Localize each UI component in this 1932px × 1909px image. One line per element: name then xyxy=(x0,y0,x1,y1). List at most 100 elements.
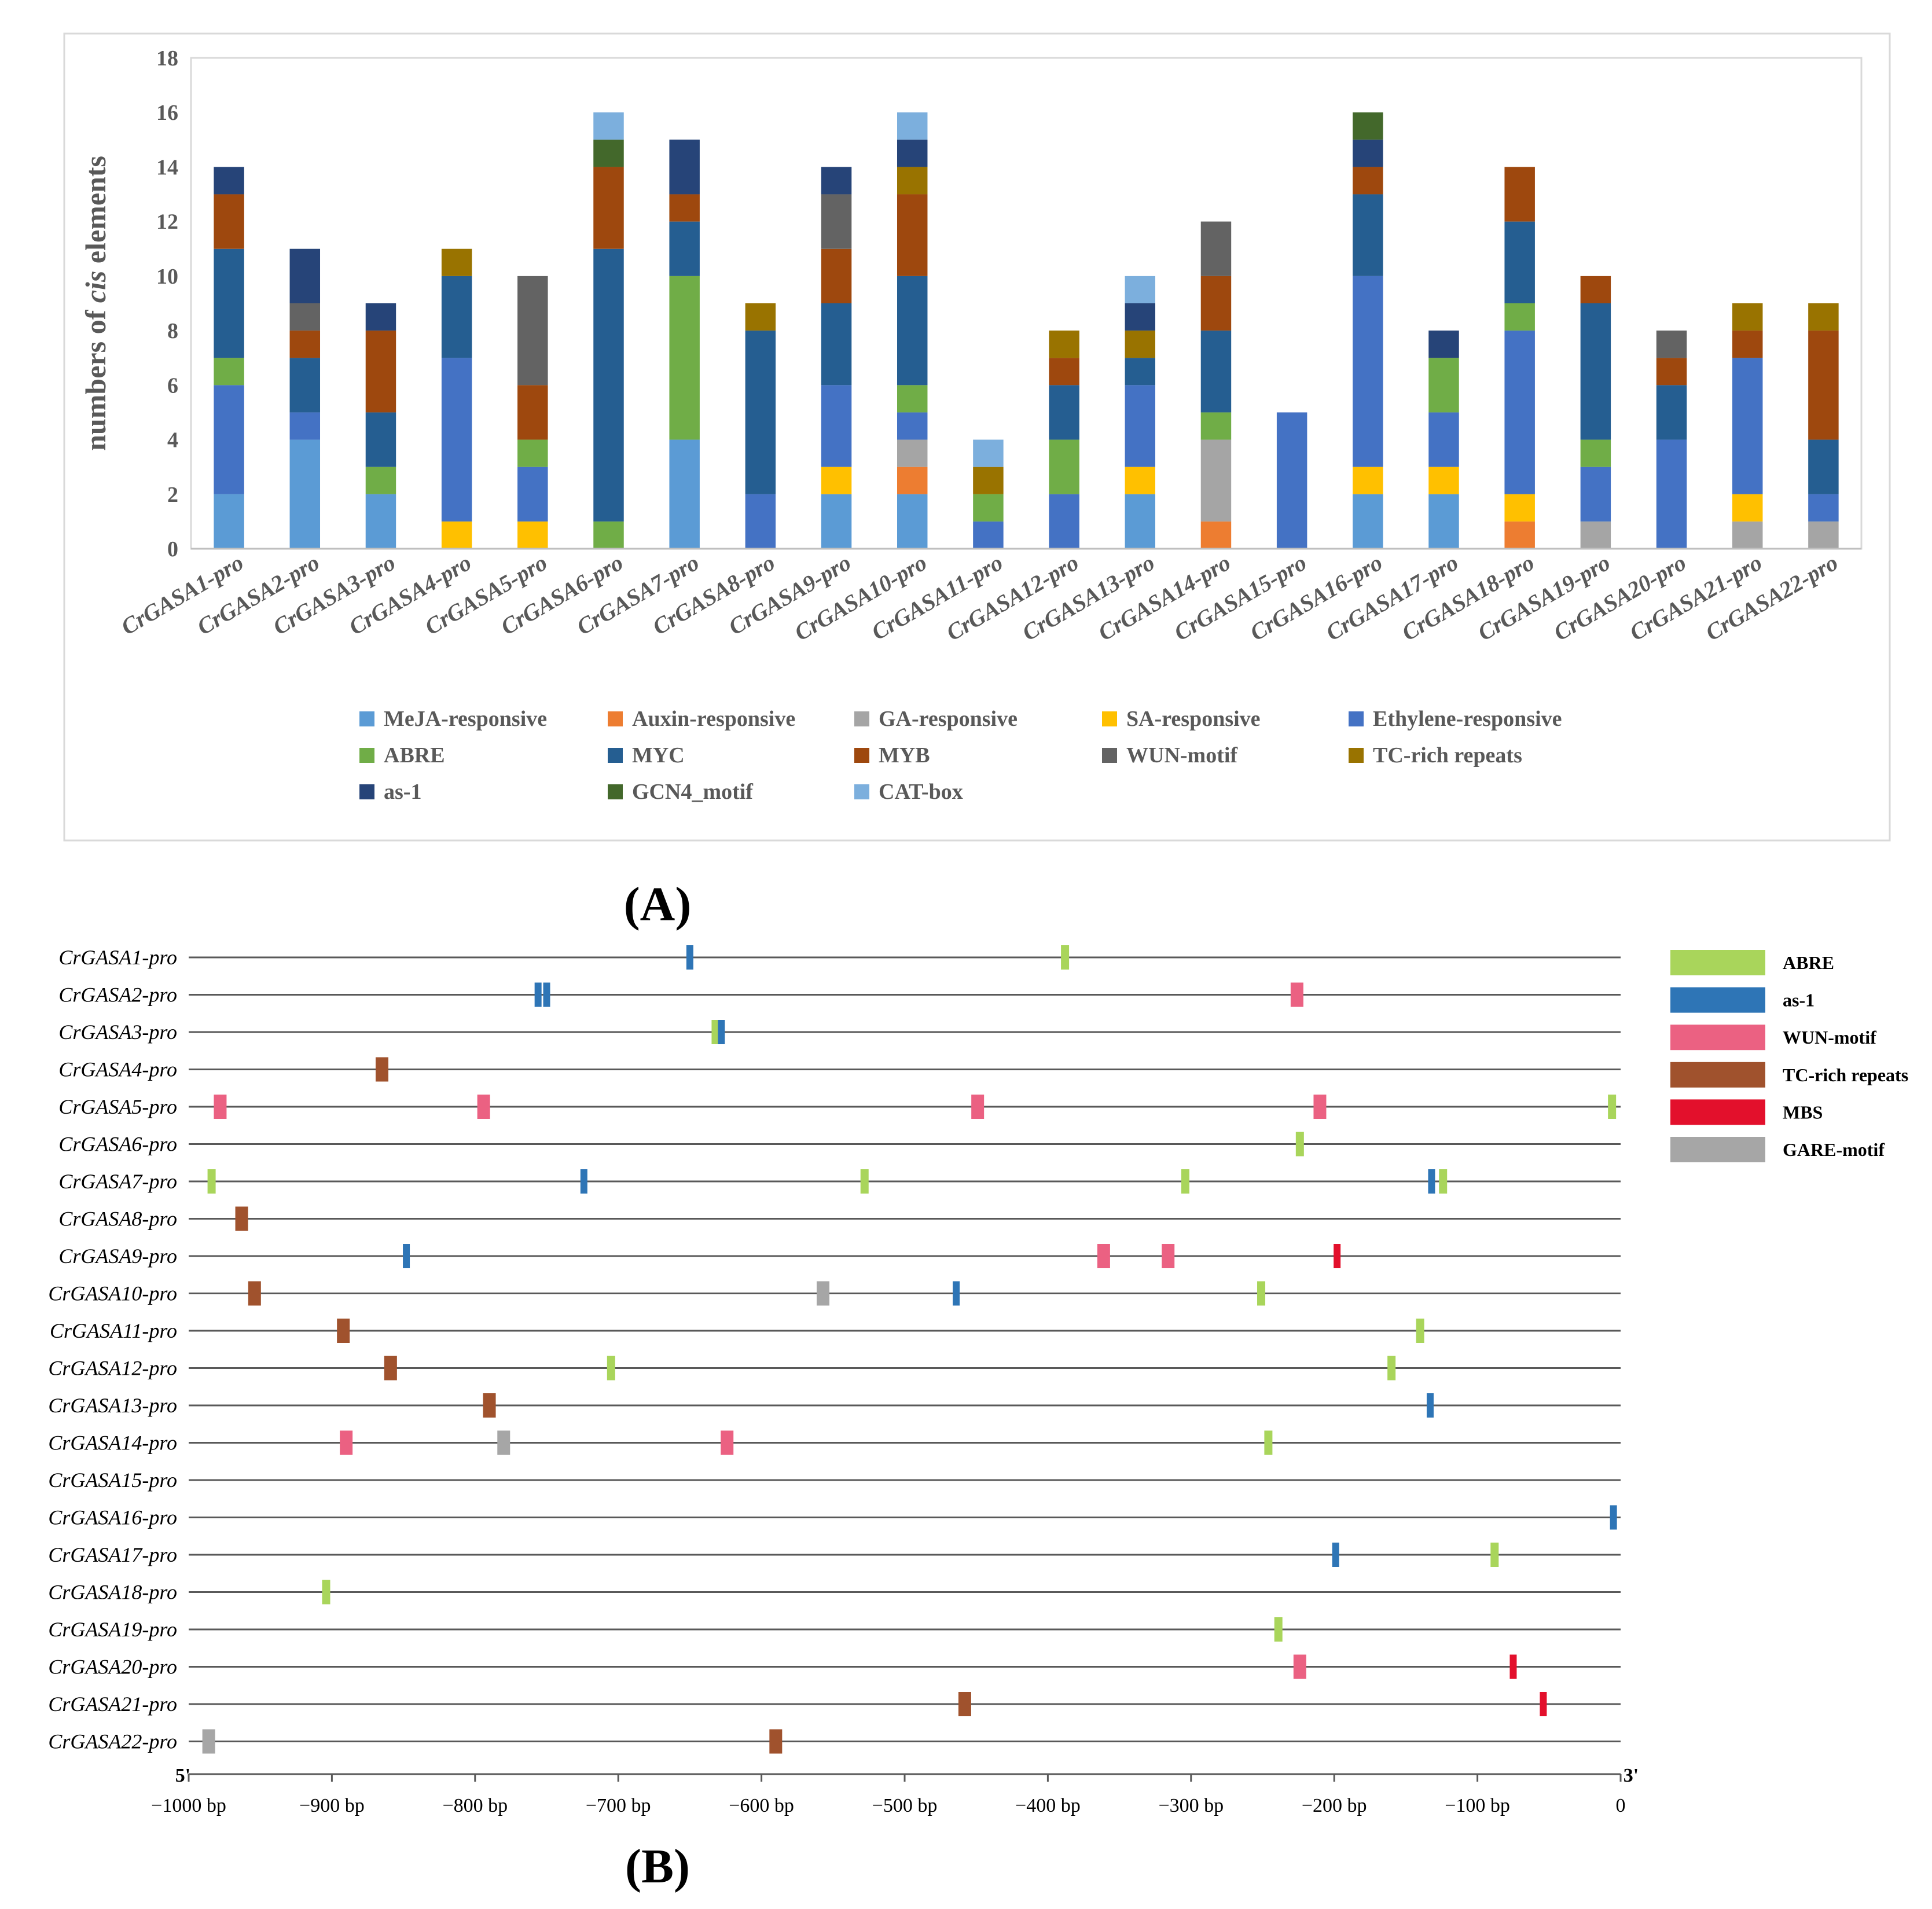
element-as-1 xyxy=(1332,1543,1339,1567)
promoter-label: CrGASA9-pro xyxy=(58,1244,177,1268)
bar-crgasa19-pro-ga-responsive xyxy=(1580,521,1611,549)
element-tc-rich-repeats xyxy=(384,1356,397,1381)
stacked-bars xyxy=(214,112,1839,549)
bar-crgasa12-pro-myb xyxy=(1049,358,1079,386)
panel-label-a: (A) xyxy=(624,878,692,931)
b-legend-label-mbs: MBS xyxy=(1783,1102,1823,1122)
five-prime-label: 5' xyxy=(175,1765,190,1786)
element-gare-motif xyxy=(816,1281,829,1306)
bar-crgasa7-pro-as-1 xyxy=(669,139,700,194)
bar-crgasa16-pro-sa-responsive xyxy=(1353,467,1383,494)
bar-crgasa1-pro-myc xyxy=(214,248,244,358)
bar-crgasa6-pro-myb xyxy=(593,167,624,249)
b-x-tick-label: −100 bp xyxy=(1445,1795,1510,1816)
promoter-label: CrGASA10-pro xyxy=(48,1282,177,1305)
promoter-rows: CrGASA1-pro CrGASA2-pro CrGASA3-pro CrGASA4… xyxy=(48,946,1621,1753)
bar-crgasa19-pro-myb xyxy=(1580,276,1611,303)
element-abre xyxy=(1387,1356,1396,1381)
b-x-tick-label: −400 bp xyxy=(1015,1795,1081,1816)
legend-b: ABRE as-1 WUN-motif TC-rich repeats MBS GARE-… xyxy=(1670,950,1908,1162)
bar-crgasa6-pro-gcn4-motif xyxy=(593,139,624,167)
element-gare-motif xyxy=(497,1430,510,1455)
promoter-label: CrGASA8-pro xyxy=(58,1207,177,1231)
element-abre xyxy=(322,1580,330,1605)
bar-crgasa4-pro-sa-responsive xyxy=(441,521,472,549)
bar-crgasa10-pro-as-1 xyxy=(897,139,928,167)
y-axis-label-prefix: numbers of xyxy=(79,303,112,451)
bar-crgasa10-pro-auxin-responsive xyxy=(897,467,928,494)
bar-crgasa6-pro-cat-box xyxy=(593,112,624,140)
bar-crgasa18-pro-sa-responsive xyxy=(1504,494,1535,522)
legend-label-myb: MYB xyxy=(879,743,930,768)
promoter-label: CrGASA19-pro xyxy=(48,1618,177,1641)
bar-crgasa14-pro-abre xyxy=(1200,412,1232,440)
element-as-1 xyxy=(1428,1169,1435,1194)
bar-crgasa22-pro-myb xyxy=(1808,331,1839,440)
y-tick-label: 0 xyxy=(167,537,178,561)
legend-swatch-abre xyxy=(359,748,374,763)
bar-crgasa5-pro-sa-responsive xyxy=(517,521,548,549)
element-mbs xyxy=(1540,1692,1547,1716)
bar-crgasa9-pro-as-1 xyxy=(821,167,852,194)
bar-crgasa10-pro-meja-responsive xyxy=(897,494,928,549)
legend-label-cat-box: CAT-box xyxy=(879,780,963,804)
bar-crgasa7-pro-myb xyxy=(669,194,700,222)
element-tc-rich-repeats xyxy=(958,1692,971,1716)
b-legend-label-abre: ABRE xyxy=(1783,952,1834,973)
panel-b-promoter-map: CrGASA1-pro CrGASA2-pro CrGASA3-pro CrGASA4… xyxy=(48,945,1908,1816)
b-legend-swatch-abre xyxy=(1670,950,1765,975)
legend-swatch-auxin-responsive xyxy=(608,711,623,726)
y-tick-label: 12 xyxy=(156,210,178,234)
bar-crgasa16-pro-myb xyxy=(1353,167,1383,194)
promoter-label: CrGASA16-pro xyxy=(48,1506,177,1529)
bar-crgasa9-pro-ethylene-responsive xyxy=(821,385,852,467)
bar-crgasa16-pro-gcn4-motif xyxy=(1353,112,1383,140)
bar-crgasa10-pro-abre xyxy=(897,385,928,413)
legend-label-wun-motif: WUN-motif xyxy=(1126,743,1238,768)
y-tick-label: 10 xyxy=(156,265,178,289)
bar-crgasa18-pro-auxin-responsive xyxy=(1504,521,1535,549)
element-abre xyxy=(1257,1281,1266,1306)
bar-crgasa11-pro-ethylene-responsive xyxy=(973,521,1004,549)
element-abre xyxy=(607,1356,615,1381)
bar-crgasa6-pro-abre xyxy=(593,521,624,549)
bar-crgasa4-pro-myc xyxy=(441,276,472,358)
legend-swatch-tc-rich-repeats xyxy=(1349,748,1364,763)
bar-crgasa1-pro-meja-responsive xyxy=(214,494,244,549)
bar-crgasa2-pro-ethylene-responsive xyxy=(289,412,321,440)
element-abre xyxy=(207,1169,216,1194)
bar-crgasa16-pro-ethylene-responsive xyxy=(1353,276,1383,467)
bar-crgasa16-pro-myc xyxy=(1353,194,1383,276)
bar-crgasa3-pro-as-1 xyxy=(365,303,396,331)
y-axis-label-suffix: elements xyxy=(79,156,112,271)
bar-crgasa20-pro-wun-motif xyxy=(1656,331,1687,358)
element-abre xyxy=(1490,1543,1499,1567)
b-legend-swatch-as-1 xyxy=(1670,987,1765,1013)
bar-crgasa21-pro-myb xyxy=(1732,331,1763,358)
y-tick-label: 14 xyxy=(156,155,178,179)
promoter-label: CrGASA11-pro xyxy=(50,1319,177,1342)
bar-crgasa14-pro-wun-motif xyxy=(1200,221,1232,276)
b-legend-label-tc-rich-repeats: TC-rich repeats xyxy=(1783,1064,1908,1085)
legend-label-auxin-responsive: Auxin-responsive xyxy=(632,707,795,731)
b-x-tick-label: −700 bp xyxy=(586,1795,651,1816)
promoter-label: CrGASA5-pro xyxy=(58,1095,177,1118)
bar-crgasa13-pro-tc-rich-repeats xyxy=(1125,331,1156,358)
promoter-label: CrGASA14-pro xyxy=(48,1431,177,1455)
b-x-tick-label: −300 bp xyxy=(1158,1795,1224,1816)
b-x-tick-label: −1000 bp xyxy=(151,1795,226,1816)
element-as-1 xyxy=(1426,1393,1434,1418)
bar-crgasa20-pro-myc xyxy=(1656,385,1687,440)
legend-swatch-wun-motif xyxy=(1102,748,1117,763)
bar-crgasa2-pro-myb xyxy=(289,331,321,358)
promoter-label: CrGASA17-pro xyxy=(48,1543,177,1566)
bar-crgasa9-pro-wun-motif xyxy=(821,194,852,249)
bar-crgasa7-pro-abre xyxy=(669,276,700,440)
bar-crgasa10-pro-ethylene-responsive xyxy=(897,412,928,440)
promoter-label: CrGASA21-pro xyxy=(48,1693,177,1716)
element-abre xyxy=(1061,945,1070,970)
legend-swatch-sa-responsive xyxy=(1102,711,1117,726)
promoter-label: CrGASA2-pro xyxy=(58,983,177,1007)
